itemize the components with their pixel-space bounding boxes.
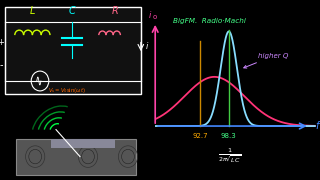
Bar bbox=[5, 7, 141, 94]
Text: -: - bbox=[0, 60, 3, 70]
Bar bbox=[16, 139, 136, 175]
Text: higher Q: higher Q bbox=[244, 53, 289, 68]
Text: $V_s=V_0\sin(\omega t)$: $V_s=V_0\sin(\omega t)$ bbox=[48, 86, 86, 95]
Text: +: + bbox=[0, 38, 4, 47]
Text: L: L bbox=[29, 6, 35, 16]
Text: R: R bbox=[112, 6, 119, 16]
Text: o: o bbox=[153, 14, 157, 20]
Text: f: f bbox=[315, 121, 318, 131]
Bar bbox=[51, 139, 115, 148]
Text: C: C bbox=[68, 6, 76, 16]
Text: $\frac{1}{2\pi\sqrt{LC}}$: $\frac{1}{2\pi\sqrt{LC}}$ bbox=[218, 147, 242, 165]
Text: 98.3: 98.3 bbox=[221, 133, 237, 139]
Text: 92.7: 92.7 bbox=[192, 133, 208, 139]
Text: BigFM.  Radio·Machi: BigFM. Radio·Machi bbox=[173, 18, 246, 24]
Text: i: i bbox=[146, 42, 148, 51]
Text: i: i bbox=[149, 11, 151, 20]
